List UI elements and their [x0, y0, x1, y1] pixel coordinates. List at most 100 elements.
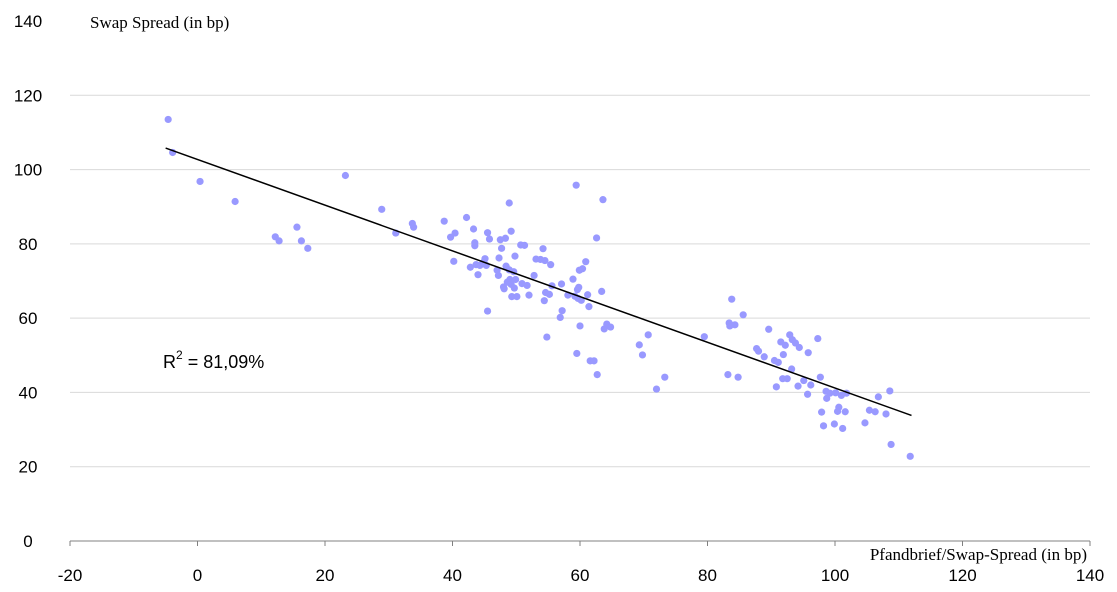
- data-point: [378, 205, 386, 213]
- data-point: [505, 199, 513, 207]
- data-point: [635, 341, 643, 349]
- data-point: [508, 293, 516, 301]
- data-point: [543, 333, 551, 341]
- data-point: [739, 311, 747, 319]
- data-point: [818, 408, 826, 416]
- data-point: [494, 271, 502, 280]
- data-point: [523, 281, 531, 290]
- data-point: [440, 217, 448, 225]
- r-squared-prefix: R: [163, 352, 176, 372]
- data-point: [760, 353, 768, 361]
- data-point: [547, 261, 555, 269]
- data-point: [275, 237, 283, 245]
- data-point: [887, 440, 895, 449]
- data-point: [556, 313, 564, 321]
- data-point: [700, 333, 708, 341]
- x-axis-label: Pfandbrief/Swap-Spread (in bp): [870, 545, 1087, 564]
- data-point: [788, 365, 796, 373]
- data-point: [485, 235, 494, 243]
- data-point: [728, 295, 736, 303]
- data-point: [823, 394, 831, 402]
- data-point: [585, 303, 593, 311]
- y-tick-label: 40: [19, 383, 38, 402]
- data-point: [545, 290, 554, 298]
- data-point: [297, 237, 306, 245]
- x-tick-label: 0: [193, 566, 202, 585]
- data-points: [164, 115, 914, 460]
- data-point: [593, 371, 601, 379]
- r-squared-annotation: R2 = 81,09%: [163, 348, 264, 372]
- data-point: [410, 223, 418, 231]
- y-tick-label: 0: [23, 532, 32, 551]
- data-point: [507, 227, 515, 235]
- data-point: [592, 234, 601, 242]
- data-point: [906, 452, 914, 460]
- data-point: [450, 257, 458, 265]
- data-point: [557, 280, 566, 288]
- data-point: [865, 406, 874, 414]
- data-point: [607, 323, 615, 331]
- data-point: [804, 349, 812, 357]
- x-tick-label: 40: [443, 566, 462, 585]
- y-axis-ticks: 0 20 40 60 80 100 120 140: [14, 12, 42, 551]
- data-point: [575, 283, 583, 291]
- data-point: [598, 287, 606, 295]
- data-point: [835, 403, 843, 411]
- data-point: [871, 408, 879, 416]
- data-point: [530, 271, 538, 280]
- data-point: [582, 258, 590, 266]
- data-point: [599, 196, 607, 204]
- data-point: [819, 422, 828, 430]
- data-point: [576, 322, 584, 330]
- data-point: [520, 241, 529, 249]
- data-point: [510, 284, 518, 292]
- x-tick-label: 100: [821, 566, 849, 585]
- data-point: [807, 381, 815, 389]
- data-point: [781, 341, 789, 349]
- data-point: [779, 350, 787, 359]
- data-point: [540, 297, 548, 305]
- data-point: [525, 291, 533, 299]
- data-point: [466, 263, 474, 271]
- data-point: [558, 307, 566, 315]
- data-point: [886, 387, 894, 395]
- x-tick-label: -20: [58, 566, 83, 585]
- y-axis-label: Swap Spread (in bp): [90, 13, 229, 32]
- data-point: [814, 334, 822, 343]
- data-point: [839, 424, 847, 433]
- data-point: [724, 371, 732, 379]
- data-point: [572, 181, 580, 189]
- data-point: [661, 373, 669, 381]
- data-point: [304, 244, 312, 252]
- data-point: [481, 255, 489, 263]
- y-tick-label: 80: [19, 235, 38, 254]
- y-tick-label: 120: [14, 86, 42, 105]
- data-point: [652, 385, 661, 393]
- gridlines: [70, 94, 1090, 468]
- data-point: [497, 244, 506, 252]
- r-squared-superscript: 2: [176, 348, 183, 362]
- data-point: [474, 271, 482, 279]
- data-point: [231, 197, 239, 206]
- y-tick-label: 100: [14, 161, 42, 180]
- data-point: [795, 343, 803, 352]
- y-tick-label: 60: [19, 309, 38, 328]
- data-point: [783, 375, 791, 383]
- x-tick-label: 120: [948, 566, 976, 585]
- data-point: [483, 307, 492, 315]
- data-point: [471, 242, 479, 250]
- x-tick-label: 140: [1076, 566, 1104, 585]
- data-point: [794, 382, 802, 390]
- data-point: [830, 420, 838, 428]
- data-point: [734, 373, 742, 381]
- data-point: [800, 376, 808, 385]
- data-point: [774, 358, 782, 366]
- data-point: [495, 254, 503, 262]
- data-point: [803, 390, 812, 398]
- data-point: [577, 296, 585, 304]
- data-point: [539, 245, 547, 253]
- x-tick-label: 80: [698, 566, 717, 585]
- data-point: [578, 265, 587, 273]
- data-point: [513, 293, 521, 301]
